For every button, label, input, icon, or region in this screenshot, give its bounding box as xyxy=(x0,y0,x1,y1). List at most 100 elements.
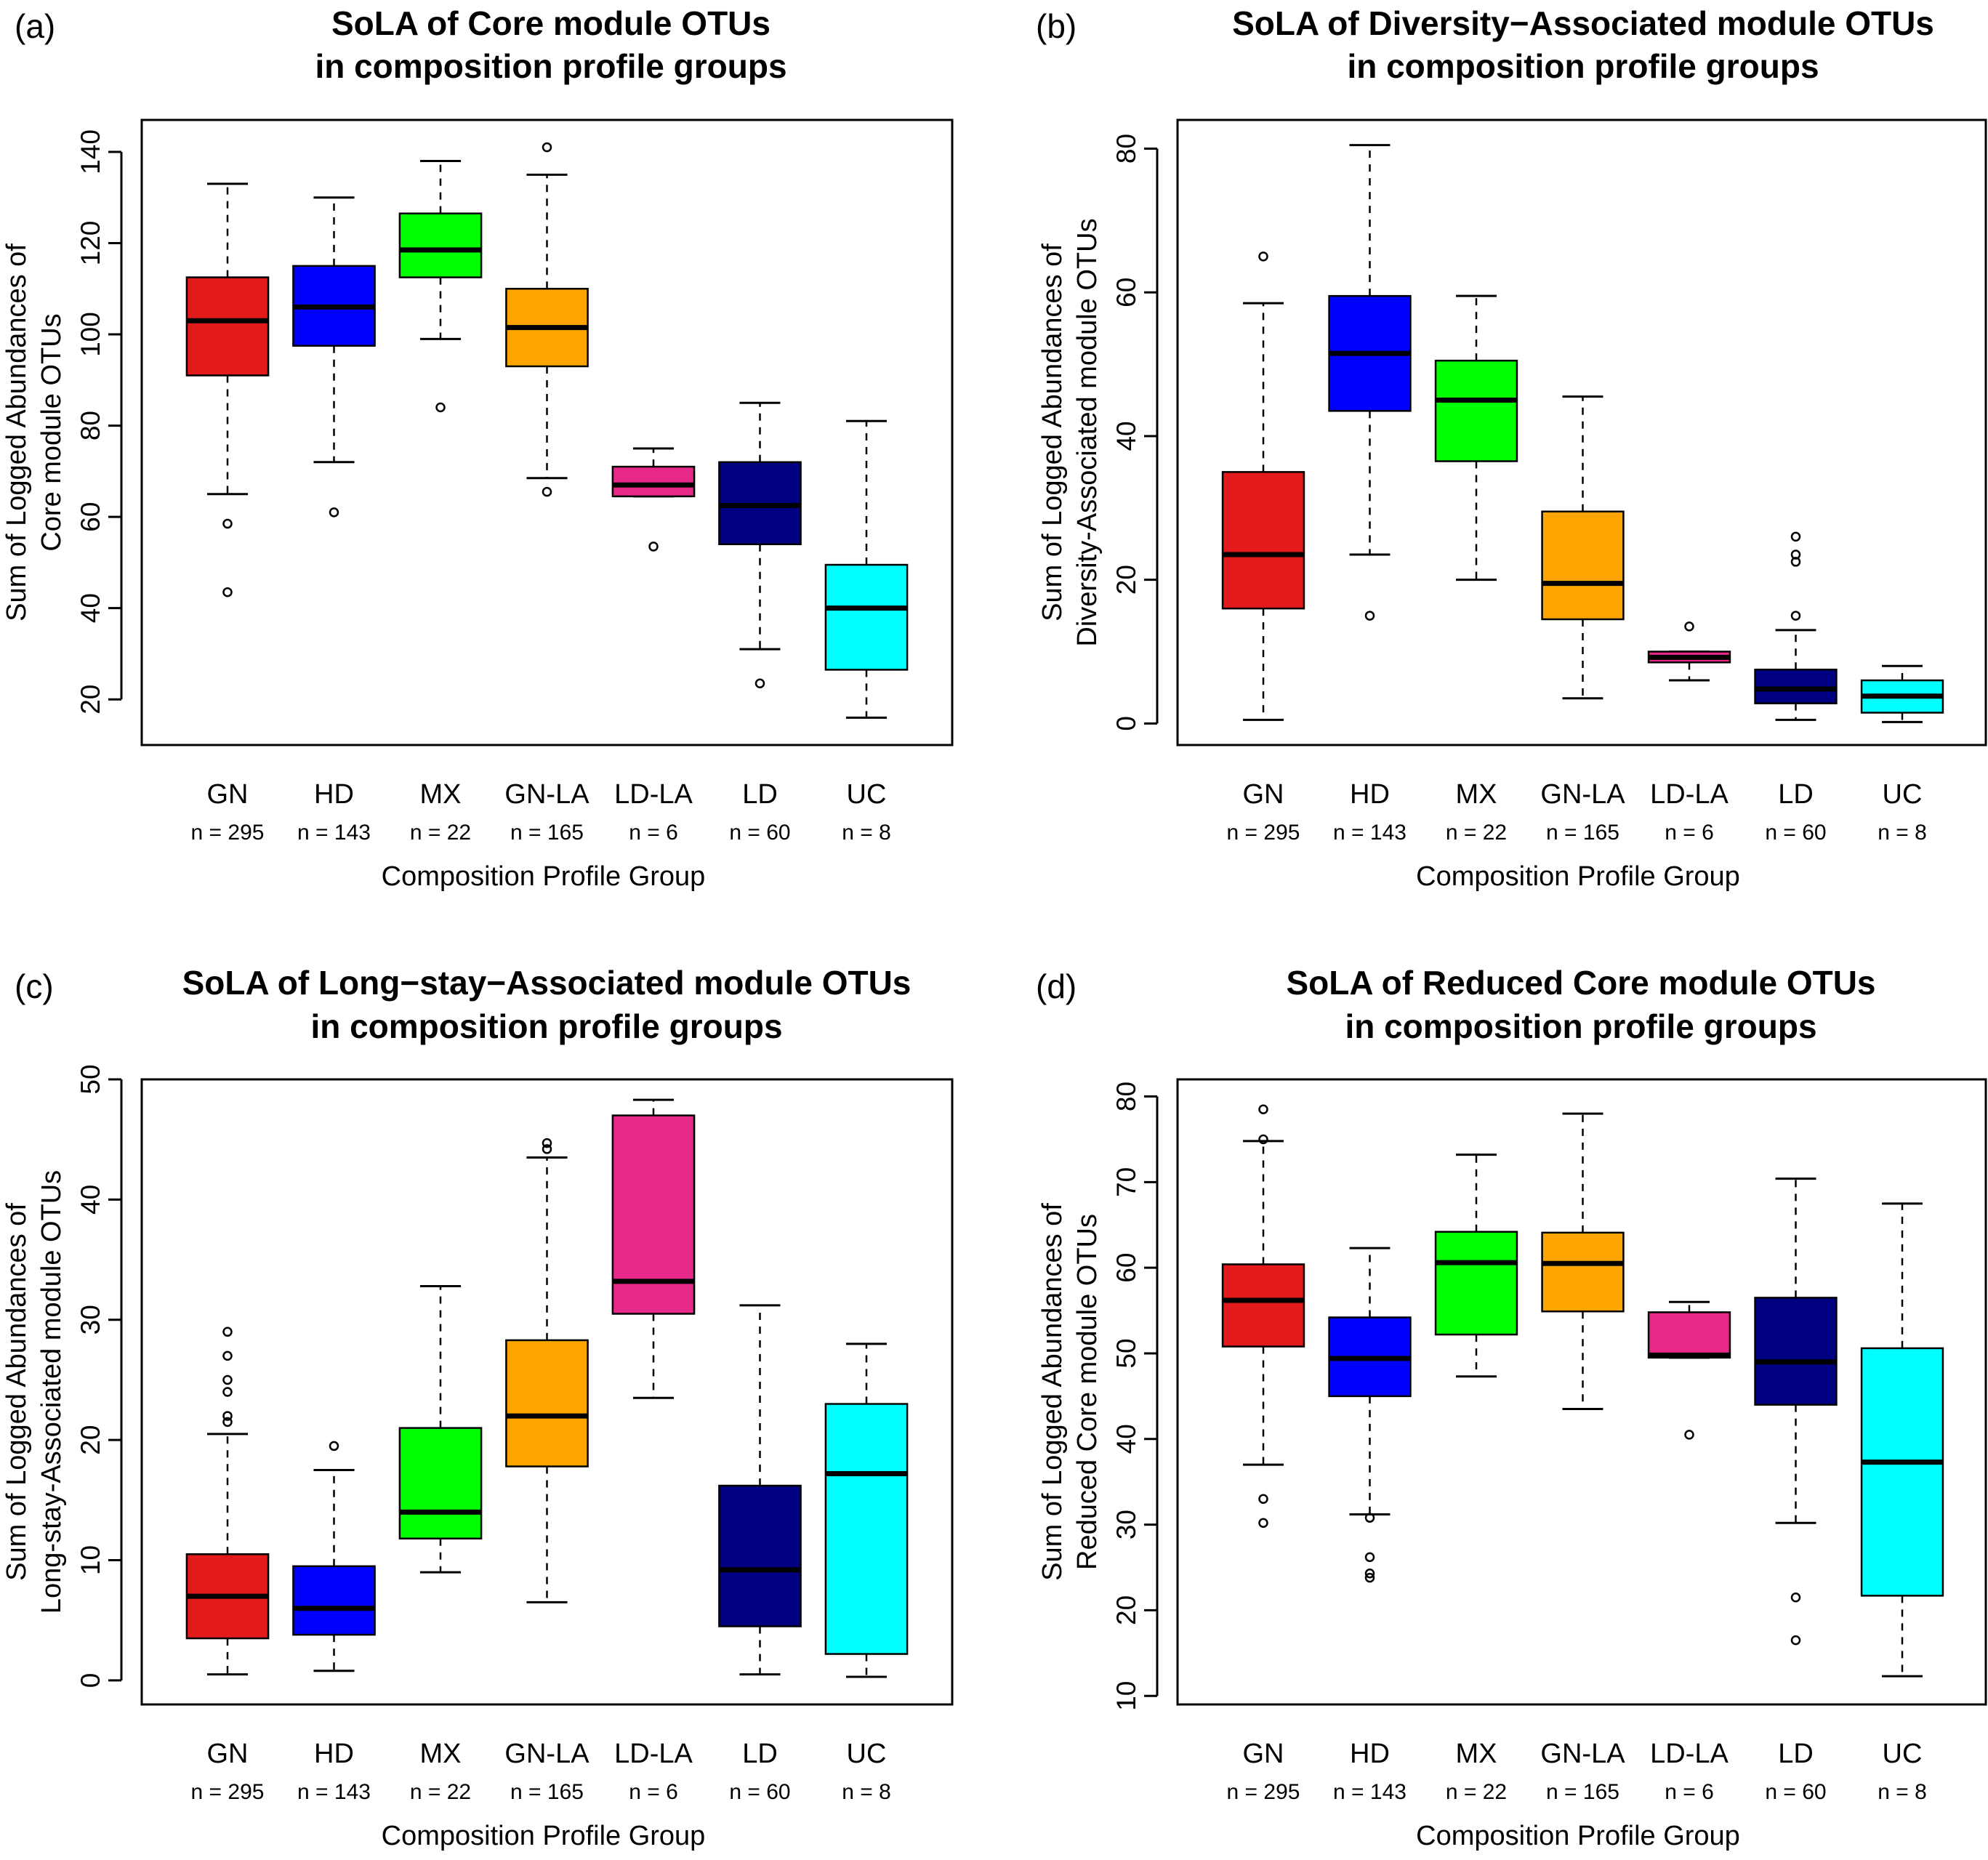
x-axis-label: Composition Profile Group xyxy=(1416,1821,1740,1851)
box-iqr xyxy=(611,465,696,498)
x-category-label: HD xyxy=(1350,779,1390,810)
y-tick-label: 30 xyxy=(1111,1510,1141,1539)
panel-c: (c) SoLA of Long−stay−Associated module O… xyxy=(1,964,954,1851)
outlier-point xyxy=(1790,1635,1801,1646)
outlier-point xyxy=(222,518,233,529)
y-tick-label: 60 xyxy=(1111,1253,1141,1283)
outlier-point xyxy=(648,542,659,552)
outlier-point xyxy=(222,1326,233,1337)
x-category-label: GN-LA xyxy=(1540,779,1625,810)
outlier-point xyxy=(1790,531,1801,542)
box-ld-la xyxy=(611,447,696,552)
outlier-point xyxy=(1684,1430,1694,1440)
outlier-point xyxy=(1258,1518,1268,1528)
y-tick-label: 30 xyxy=(76,1305,105,1334)
x-category-label: MX xyxy=(1456,1739,1497,1769)
box-gn-la xyxy=(1541,1112,1625,1411)
x-category-label: UC xyxy=(847,1739,887,1769)
panel-title-line1: SoLA of Long−stay−Associated module OTUs xyxy=(182,964,911,1002)
y-tick-label: 10 xyxy=(76,1545,105,1575)
x-category-label: MX xyxy=(420,779,462,810)
x-count-label: n = 60 xyxy=(729,821,790,845)
y-tick-label: 100 xyxy=(76,312,105,357)
y-axis-label-line1: Sum of Logged Abundances of xyxy=(1037,243,1068,621)
panel-a: (a) SoLA of Core module OTUs in compositio… xyxy=(1,4,954,892)
box-iqr xyxy=(824,1403,909,1655)
outlier-point xyxy=(1790,549,1801,560)
y-tick-label: 40 xyxy=(1111,1424,1141,1454)
box-iqr xyxy=(185,276,270,377)
y-axis-label-line2: Reduced Core module OTUs xyxy=(1072,1214,1103,1570)
box-iqr xyxy=(1221,471,1305,610)
box-iqr xyxy=(1754,1297,1838,1406)
box-uc xyxy=(1860,664,1944,723)
outlier-point xyxy=(1684,621,1694,632)
box-iqr xyxy=(505,1339,589,1468)
outlier-point xyxy=(1258,1494,1268,1505)
box-ld xyxy=(718,401,802,689)
x-count-label: n = 165 xyxy=(510,1780,584,1804)
outlier-point xyxy=(542,1138,552,1148)
x-count-label: n = 22 xyxy=(410,821,471,845)
panel-title-line2: in composition profile groups xyxy=(1347,47,1819,85)
outlier-point xyxy=(222,1387,233,1397)
outlier-point xyxy=(222,1374,233,1385)
panel-title-line1: SoLA of Core module OTUs xyxy=(331,4,770,42)
x-count-label: n = 295 xyxy=(1227,1780,1300,1804)
y-tick-label: 20 xyxy=(1111,565,1141,595)
x-category-label: LD-LA xyxy=(1650,779,1729,810)
outlier-point xyxy=(1258,251,1268,262)
y-tick-label: 60 xyxy=(1111,278,1141,307)
box-iqr xyxy=(1541,1231,1625,1313)
x-count-label: n = 8 xyxy=(842,1780,891,1804)
box-ld-la xyxy=(611,1098,696,1399)
x-category-label: GN xyxy=(1243,1739,1284,1769)
x-count-label: n = 165 xyxy=(1546,1780,1619,1804)
plot-frame xyxy=(140,118,954,746)
x-category-label: UC xyxy=(1883,1739,1923,1769)
y-tick-label: 40 xyxy=(1111,421,1141,451)
outlier-point xyxy=(542,142,552,153)
outlier-point xyxy=(1364,1552,1375,1563)
y-axis-label-line2: Core module OTUs xyxy=(36,313,67,551)
x-category-label: GN xyxy=(1243,779,1284,810)
box-iqr xyxy=(398,212,483,278)
panel-title-line1: SoLA of Reduced Core module OTUs xyxy=(1286,964,1875,1002)
x-category-label: LD-LA xyxy=(614,1739,693,1769)
y-tick-label: 40 xyxy=(76,593,105,623)
x-category-label: LD xyxy=(1778,1739,1814,1769)
x-axis-label: Composition Profile Group xyxy=(382,861,706,892)
x-count-label: n = 8 xyxy=(1878,1780,1927,1804)
x-count-label: n = 165 xyxy=(1546,821,1619,845)
box-gn xyxy=(1221,251,1305,721)
box-iqr xyxy=(398,1427,483,1540)
x-category-label: GN-LA xyxy=(504,1739,589,1769)
outlier-point xyxy=(222,1417,233,1428)
box-iqr xyxy=(718,1484,802,1627)
x-count-label: n = 295 xyxy=(191,1780,265,1804)
outlier-point xyxy=(1364,1513,1375,1523)
box-uc xyxy=(1860,1202,1944,1678)
x-category-label: LD-LA xyxy=(1650,1739,1729,1769)
y-tick-label: 80 xyxy=(1111,1082,1141,1111)
y-tick-label: 60 xyxy=(76,502,105,532)
box-gn-la xyxy=(505,1138,589,1603)
x-category-label: GN-LA xyxy=(504,779,589,810)
x-category-label: MX xyxy=(1456,779,1497,810)
box-uc xyxy=(824,1342,909,1678)
box-uc xyxy=(824,419,909,719)
outlier-point xyxy=(754,678,765,689)
outlier-point xyxy=(329,1441,339,1452)
outlier-point xyxy=(222,1411,233,1421)
outlier-point xyxy=(1258,1134,1268,1145)
outlier-point xyxy=(222,587,233,597)
y-tick-label: 50 xyxy=(1111,1338,1141,1368)
box-mx xyxy=(398,1284,483,1574)
x-category-label: UC xyxy=(847,779,887,810)
box-iqr xyxy=(1860,1347,1944,1597)
outlier-point xyxy=(542,1144,552,1154)
x-count-label: n = 22 xyxy=(1446,1780,1507,1804)
outlier-point xyxy=(329,507,339,518)
y-tick-label: 0 xyxy=(76,1673,105,1688)
y-tick-label: 40 xyxy=(76,1185,105,1215)
